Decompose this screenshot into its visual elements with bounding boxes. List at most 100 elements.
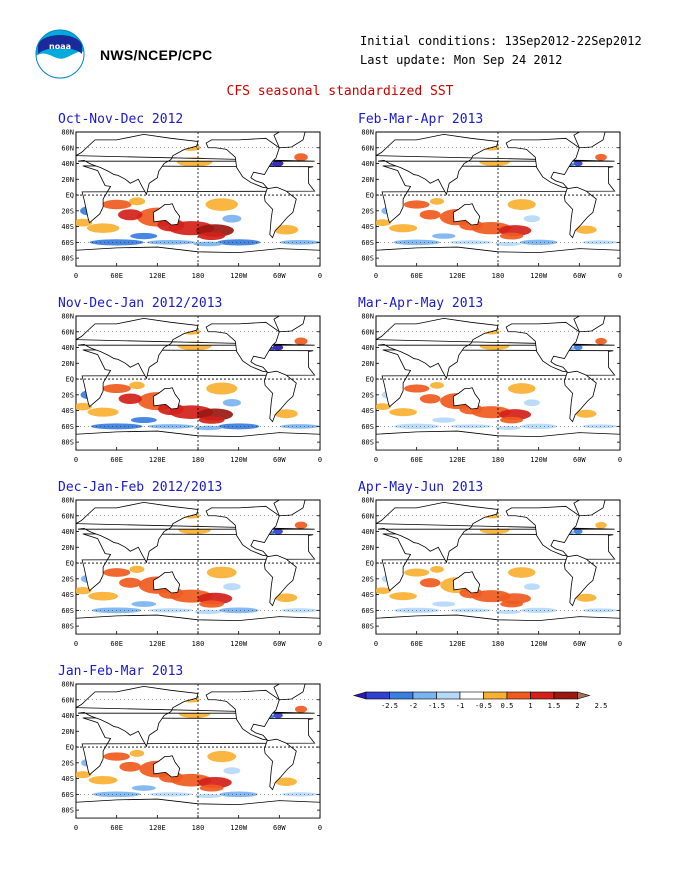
lat-tick-label: 40N [61,528,74,536]
lon-tick-label: 120W [530,272,548,280]
lon-tick-label: 180 [492,272,505,280]
lat-tick-label: 20N [61,544,74,552]
sst-anomaly-region [419,209,441,220]
continent-outline [452,571,481,594]
continent-outline [264,186,297,239]
lat-tick-label: 20S [361,207,374,215]
sst-anomaly-region [76,218,93,227]
lon-tick-label: 60W [273,640,286,648]
lat-tick-label: 80S [361,255,374,263]
sst-anomaly-region [274,409,298,419]
sst-map: 80N 60N 40N 20N EQ 20S 40S 60S 80S 0 60E 120E 180 120… [61,497,322,649]
lat-tick-label: 80S [61,623,74,631]
sst-anomaly-region [430,382,444,389]
continent-outline [564,186,597,239]
lon-tick-label: 60W [573,640,586,648]
sst-anomaly-region [430,566,444,573]
continent-outline [152,203,181,226]
sst-anomaly-region [520,423,558,430]
legend-swatch [459,691,484,700]
sst-anomaly-region [507,383,536,394]
sst-anomaly-region [279,239,320,245]
lon-tick-label: 60W [573,456,586,464]
sst-anomaly-region [376,587,391,594]
lon-tick-label: 120E [149,272,166,280]
sst-anomaly-region [222,398,241,407]
lon-tick-label: 180 [192,272,205,280]
sst-anomaly-region [129,749,145,757]
lon-tick-label: 0 [374,272,378,280]
sst-anomaly-region [582,424,617,429]
sst-anomaly-region [198,416,225,424]
sst-anomaly-region [206,382,238,395]
sst-anomaly-region [88,775,118,785]
sst-anomaly-region [216,239,261,246]
lon-tick-label: 60W [273,272,286,280]
sst-anomaly-region [582,608,617,613]
noaa-logo-icon: noaa [35,29,85,79]
continent-outline [273,316,306,333]
legend-tick-label: -1.5 [428,702,445,710]
sst-anomaly-region [198,232,226,240]
sst-anomaly-region [274,593,298,603]
sst-anomaly-region [194,793,222,799]
lat-tick-label: 40N [61,712,74,720]
lon-tick-label: 120E [149,456,166,464]
sst-anomaly-region [275,777,297,786]
lat-tick-label: EQ [66,744,74,752]
lon-tick-label: 120W [230,272,248,280]
sst-anomaly-region [499,232,524,240]
lat-tick-label: 20S [361,575,374,583]
lat-tick-label: 60S [361,423,374,431]
panel-title: Feb-Mar-Apr 2013 [358,112,484,127]
continent-outline [273,132,306,149]
lat-tick-label: EQ [366,192,374,200]
continent-outline [264,554,297,607]
lat-tick-label: 60N [61,144,74,152]
lon-tick-label: 0 [374,640,378,648]
lon-tick-label: 180 [192,824,205,832]
continent-outline [573,316,606,333]
lat-tick-label: EQ [366,560,374,568]
map-panel-ndj: Nov-Dec-Jan 2012/2013 80N 60N 40N 20N EQ 20S 4… [58,296,358,466]
legend-swatch [506,691,531,700]
panel-title: Oct-Nov-Dec 2012 [58,112,184,127]
sst-anomaly-region [87,407,119,417]
lat-tick-label: 20N [61,360,74,368]
sst-anomaly-region [294,153,308,162]
organization-label: NWS/NCEP/CPC [100,47,213,63]
sst-anomaly-region [523,215,541,223]
sst-anomaly-region [76,771,92,779]
sst-anomaly-region [450,608,492,613]
initial-conditions-text: Initial conditions: 13Sep2012-22Sep2012 [360,34,642,48]
lon-tick-label: 180 [492,456,505,464]
continent-outline [152,387,181,410]
panel-title: Jan-Feb-Mar 2013 [58,664,184,679]
lat-tick-label: 80S [61,807,74,815]
sst-anomaly-region [193,425,223,431]
sst-anomaly-region [419,394,441,404]
lon-tick-label: 60E [410,456,423,464]
continent-outline [205,137,280,189]
sst-anomaly-region [403,384,430,393]
lon-tick-label: 60E [110,272,123,280]
lat-tick-label: 40N [61,344,74,352]
sst-anomaly-region [575,593,597,602]
lat-tick-label: 80S [361,623,374,631]
sst-anomaly-region [86,223,120,233]
legend-arrow-low [352,691,367,700]
sst-anomaly-region [103,568,131,577]
sst-anomaly-region [149,792,193,797]
continent-outline [152,755,181,778]
legend-tick-label: -0.5 [475,702,492,710]
sst-anomaly-region [147,424,195,429]
sst-anomaly-region [281,608,319,613]
last-update-text: Last update: Mon Sep 24 2012 [360,53,563,67]
lon-tick-label: 60W [573,272,586,280]
sst-anomaly-region [595,521,607,529]
lon-tick-label: 120E [449,456,466,464]
sst-anomaly-region [495,425,521,430]
lat-tick-label: 80N [61,313,74,321]
panel-title: Dec-Jan-Feb 2012/2013 [58,480,223,495]
lat-tick-label: 60S [361,239,374,247]
